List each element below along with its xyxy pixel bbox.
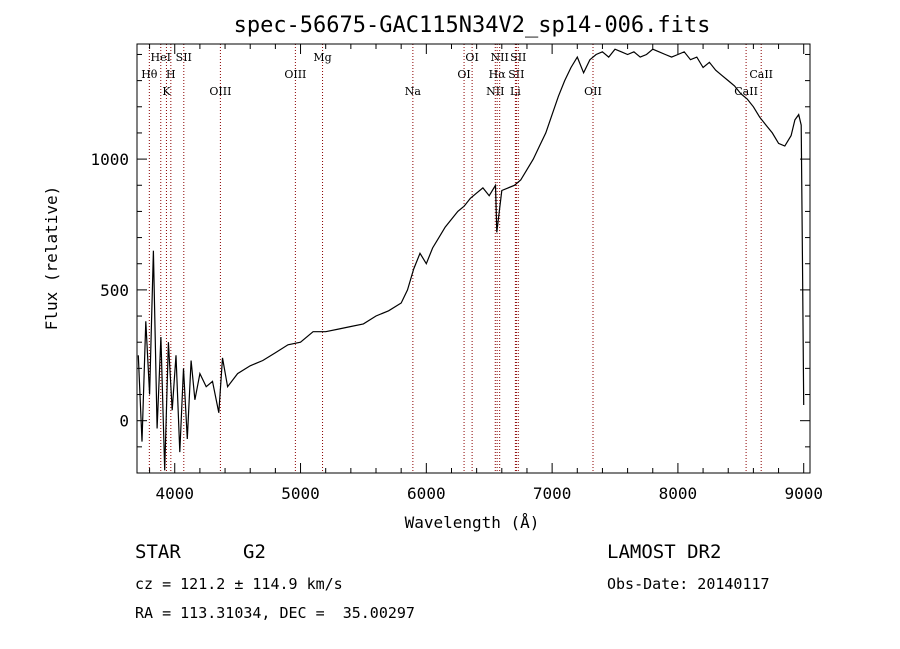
x-tick-label: 8000 — [659, 484, 698, 503]
line-label: OI — [465, 51, 478, 64]
line-label: Hα — [489, 68, 507, 81]
spectral-line-markers: HθHeIKHSIIOIIIOIIIMgNaOIOINIIHαNIILiSIIS… — [141, 44, 773, 473]
x-tick-label: 9000 — [784, 484, 823, 503]
line-label: NII — [491, 51, 509, 64]
line-label: SII — [176, 51, 192, 64]
chart-title: spec-56675-GAC115N34V2_sp14-006.fits — [234, 13, 711, 38]
line-label: NII — [486, 85, 504, 98]
x-tick-label: 7000 — [533, 484, 572, 503]
x-tick-label: 5000 — [281, 484, 320, 503]
line-label: OIII — [209, 85, 231, 98]
object-class: STAR — [135, 541, 181, 563]
line-label: HeI — [151, 51, 171, 64]
line-label: Na — [405, 85, 422, 98]
x-axis-label: Wavelength (Å) — [405, 513, 540, 532]
obs-date-text: Obs-Date: 20140117 — [607, 575, 770, 593]
x-tick-label: 6000 — [407, 484, 446, 503]
line-label: SII — [508, 68, 524, 81]
line-label: H — [166, 68, 176, 81]
line-label: Mg — [313, 51, 331, 64]
line-label: SII — [510, 51, 526, 64]
plot-frame — [136, 43, 811, 474]
plot-area — [137, 48, 805, 471]
velocity-text: cz = 121.2 ± 114.9 km/s — [135, 575, 343, 593]
y-tick-label: 1000 — [90, 150, 129, 169]
survey-name: LAMOST DR2 — [607, 541, 722, 563]
line-label: CaII — [734, 85, 758, 98]
x-tick-label: 4000 — [155, 484, 194, 503]
y-tick-label: 0 — [119, 412, 129, 431]
line-label: OII — [584, 85, 602, 98]
line-label: CaII — [749, 68, 773, 81]
line-label: OI — [457, 68, 470, 81]
object-subclass: G2 — [243, 541, 266, 563]
spectrum-line — [137, 48, 805, 471]
line-label: Li — [510, 85, 521, 98]
line-label: K — [162, 85, 171, 98]
y-tick-label: 500 — [100, 281, 129, 300]
line-label: OIII — [284, 68, 306, 81]
line-label: Hθ — [141, 68, 158, 81]
y-axis-label: Flux (relative) — [42, 186, 61, 331]
axis-ticks: 4000 5000 6000 7000 8000 9000 0 500 1000 — [90, 44, 823, 503]
coordinates-text: RA = 113.31034, DEC = 35.00297 — [135, 604, 415, 622]
